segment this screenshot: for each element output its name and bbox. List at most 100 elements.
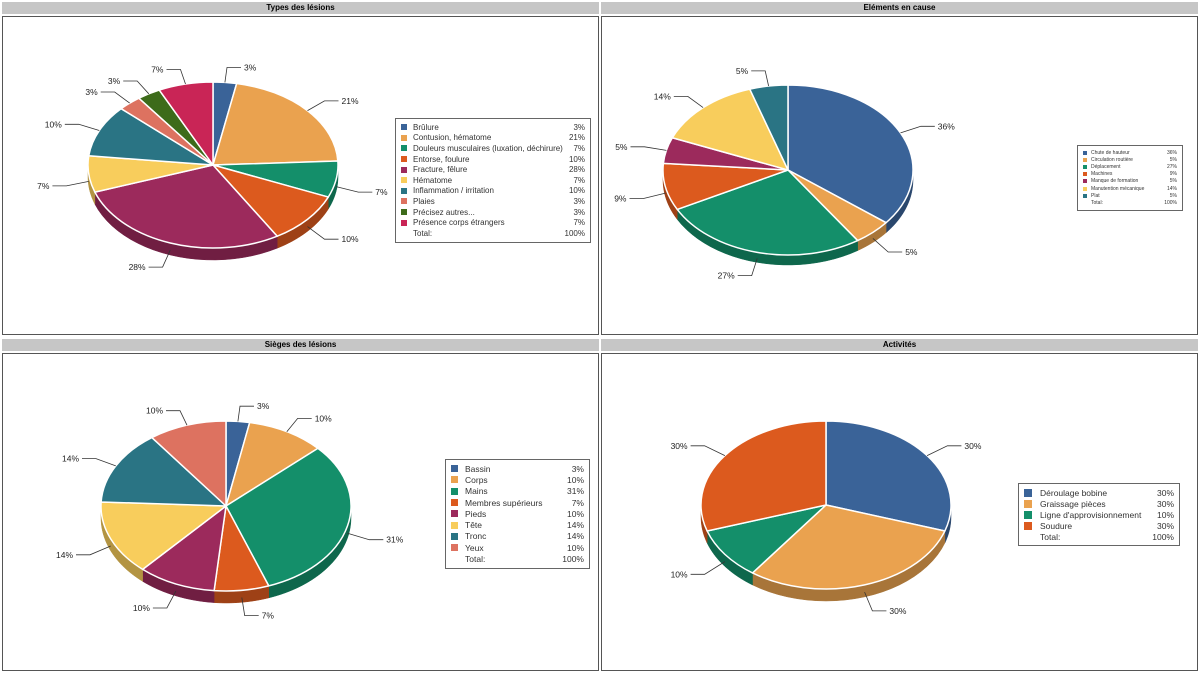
legend-swatch — [451, 544, 458, 552]
legend-label: Tête — [465, 520, 483, 531]
legend-item: Chute de hauteur 36% — [1083, 149, 1177, 156]
legend-swatch — [1083, 193, 1087, 198]
pie-chart-sieges-lesions: 3% 10% 31% 7% 10% 14% 14% 10% — [56, 401, 404, 620]
legend-item: Manutention mécanique 14% — [1083, 185, 1177, 192]
pie-slice — [141, 505, 227, 592]
slice-percent-label: 31% — [386, 535, 403, 545]
legend-swatch — [1024, 488, 1032, 497]
legend-value: 36% — [1166, 149, 1177, 156]
callout-line — [630, 146, 667, 151]
legend-label: Chute de hauteur — [1091, 149, 1130, 156]
legend-label: Déroulage bobine — [1040, 487, 1108, 498]
callout-line — [926, 445, 962, 456]
legend-swatch — [451, 510, 458, 518]
legend-value: 7% — [571, 497, 584, 508]
slice-percent-label: 28% — [129, 262, 146, 272]
legend-total-label: Total: — [1040, 531, 1061, 542]
legend-value: 14% — [566, 520, 584, 531]
legend-item: Graissage pièces 30% — [1024, 498, 1174, 509]
legend-total-label: Total: — [465, 554, 486, 565]
legend-swatch — [401, 124, 407, 131]
legend-label: Corps — [465, 474, 488, 485]
legend-total: Total: 100% — [1024, 531, 1174, 542]
legend-label: Pieds — [465, 508, 487, 519]
legend-value: 31% — [566, 486, 584, 497]
legend-value: 10% — [1156, 509, 1174, 520]
legend-value: 5% — [1169, 178, 1177, 185]
pie-slice — [151, 420, 227, 507]
legend-swatch — [451, 532, 458, 540]
legend-label: Circulation routière — [1091, 156, 1133, 163]
legend-value: 10% — [568, 154, 585, 164]
slice-percent-label: 10% — [45, 119, 62, 129]
chart-panel-activites: Activités 30% 30% 10% 30% Déroulage bobine 3… — [601, 339, 1198, 671]
callout-line — [76, 545, 111, 556]
slice-percent-label: 36% — [938, 121, 955, 131]
legend-value: 14% — [1166, 185, 1177, 192]
callout-line — [286, 418, 312, 432]
slice-percent-label: 5% — [905, 247, 918, 257]
legend-value: 7% — [573, 175, 585, 185]
pie-slice — [100, 436, 227, 507]
slice-percent-label: 9% — [614, 194, 627, 204]
legend-value: 7% — [573, 143, 585, 153]
legend-value: 10% — [566, 508, 584, 519]
legend-swatch — [401, 145, 407, 152]
legend-value: 27% — [1166, 163, 1177, 170]
callout-line — [872, 238, 903, 253]
legend-label: Soudure — [1040, 520, 1073, 531]
legend-item: Corps 10% — [451, 474, 584, 485]
legend-label: Manque de formation — [1091, 178, 1139, 185]
chart-legend: Déroulage bobine 30% Graissage pièces 30% Li… — [1018, 483, 1180, 546]
slice-percent-label: 30% — [671, 441, 688, 451]
callout-line — [307, 226, 339, 240]
slice-percent-label: 21% — [342, 96, 359, 106]
legend-item: Machines 9% — [1083, 171, 1177, 178]
callout-line — [751, 70, 769, 87]
legend-item: Douleurs musculaires (luxation, déchirur… — [401, 143, 585, 154]
legend-value: 30% — [1156, 520, 1174, 531]
chart-legend: Bassin 3% Corps 10% Mains 31% Membres supérieu… — [445, 459, 590, 569]
legend-swatch — [1083, 186, 1087, 191]
legend-value: 3% — [573, 122, 585, 132]
pie-slice — [751, 504, 946, 590]
legend-swatch — [401, 156, 407, 163]
chart-title: Sièges des lésions — [2, 339, 599, 351]
legend-label: Tronc — [465, 531, 487, 542]
legend-item: Précisez autres... 3% — [401, 207, 585, 218]
slice-percent-label: 10% — [671, 569, 688, 579]
legend-value: 5% — [1169, 192, 1177, 199]
pie-chart-types-lesions: 3% 21% 7% 10% 28% 7% 10% 3% 3% 7% — [37, 63, 388, 273]
slice-percent-label: 5% — [615, 142, 628, 152]
legend-swatch — [451, 476, 458, 484]
callout-line — [690, 561, 726, 575]
legend-label: Déplacement — [1091, 163, 1121, 170]
pie-slice — [676, 169, 859, 256]
legend-total-value: 100% — [1164, 199, 1177, 206]
legend-total-label: Total: — [413, 228, 433, 238]
slice-percent-label: 14% — [654, 91, 671, 101]
legend-item: Membres supérieurs 7% — [451, 497, 584, 508]
legend-value: 10% — [566, 474, 584, 485]
legend-item: Circulation routière 5% — [1083, 156, 1177, 163]
callout-line — [82, 458, 116, 467]
pie-slice — [748, 84, 789, 171]
legend-item: Déplacement 27% — [1083, 163, 1177, 170]
callout-line — [100, 91, 130, 104]
slice-percent-label: 5% — [736, 66, 749, 76]
slice-percent-label: 7% — [151, 65, 164, 75]
legend-total-value: 100% — [562, 554, 584, 565]
legend-label: Présence corps étrangers — [413, 218, 505, 228]
legend-value: 14% — [566, 531, 584, 542]
legend-value: 3% — [573, 207, 585, 217]
legend-swatch — [1024, 510, 1032, 519]
slice-percent-label: 7% — [375, 187, 388, 197]
chart-title: Eléments en cause — [601, 2, 1198, 14]
callout-line — [152, 590, 177, 609]
callout-line — [690, 445, 726, 456]
callout-line — [347, 532, 384, 541]
legend-swatch — [1083, 164, 1087, 169]
legend-item: Entorse, foulure 10% — [401, 154, 585, 165]
legend-item: Yeux 10% — [451, 542, 584, 553]
legend-label: Hématome — [413, 175, 453, 185]
